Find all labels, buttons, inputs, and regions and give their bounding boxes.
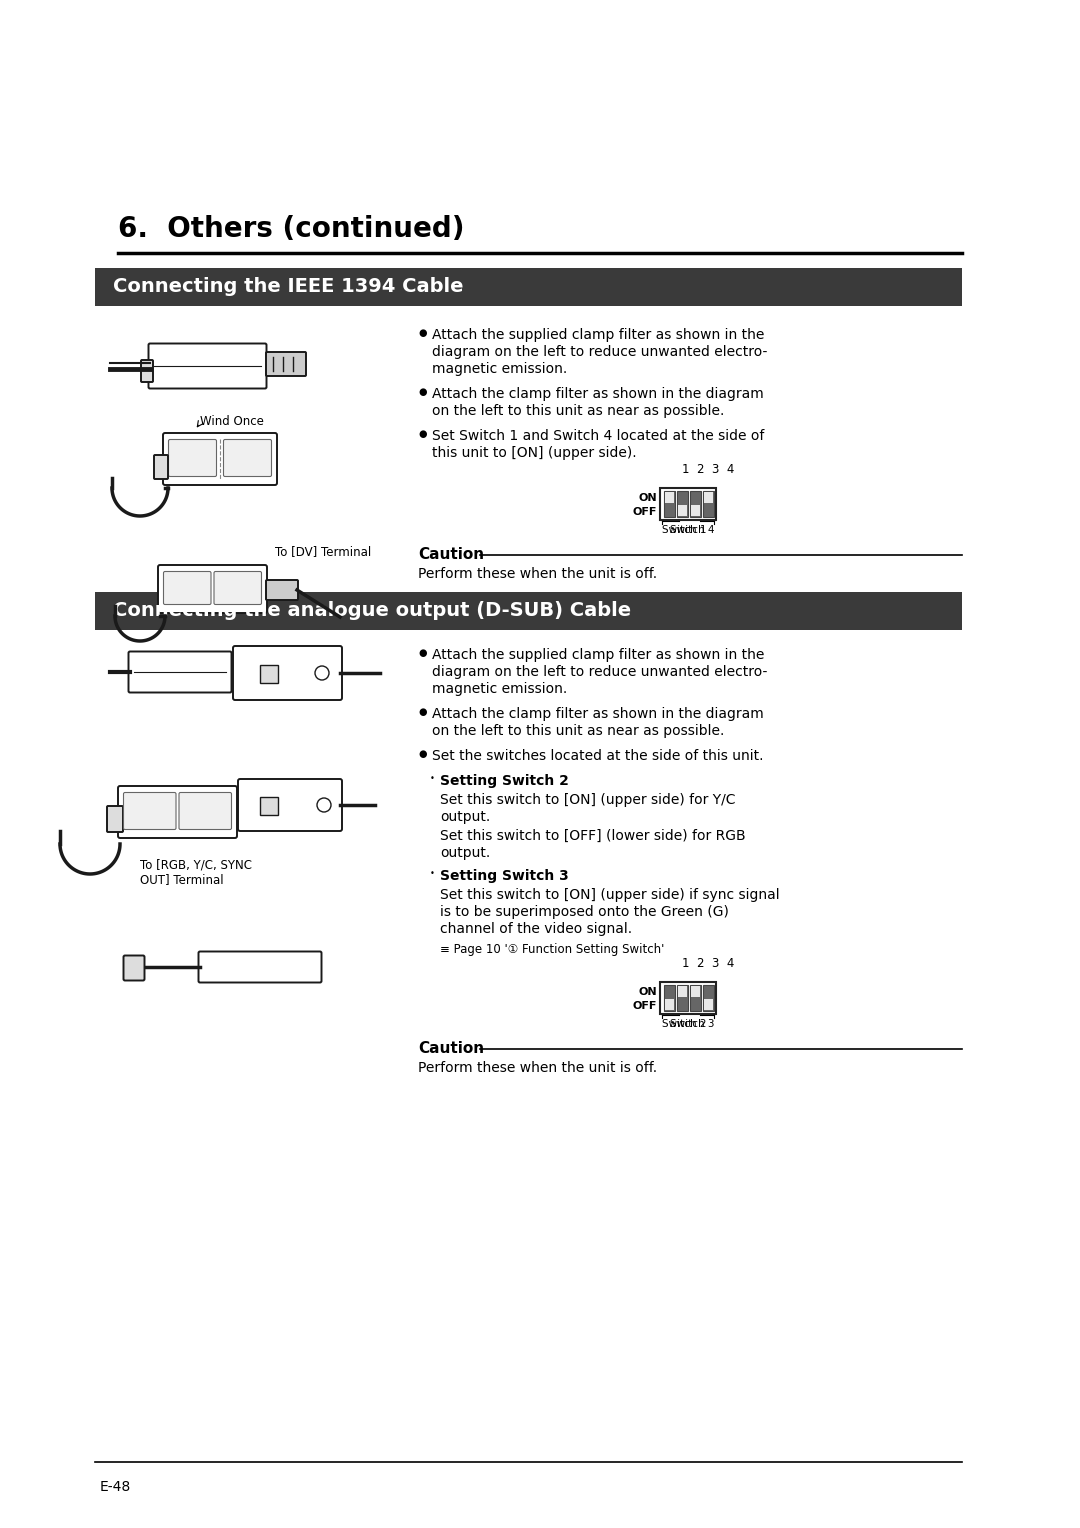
Bar <box>665 492 674 503</box>
FancyBboxPatch shape <box>154 455 168 478</box>
Text: Attach the supplied clamp filter as shown in the: Attach the supplied clamp filter as show… <box>432 648 765 662</box>
Text: Perform these when the unit is off.: Perform these when the unit is off. <box>418 567 657 581</box>
Text: diagram on the left to reduce unwanted electro-: diagram on the left to reduce unwanted e… <box>432 345 768 359</box>
Text: on the left to this unit as near as possible.: on the left to this unit as near as poss… <box>432 403 725 419</box>
Text: Caution: Caution <box>418 1041 484 1056</box>
Text: Switch 2: Switch 2 <box>662 1019 706 1028</box>
Circle shape <box>315 666 329 680</box>
Bar <box>95 267 962 306</box>
Bar <box>691 504 700 516</box>
Text: Switch 1: Switch 1 <box>662 526 706 535</box>
Text: ON: ON <box>638 494 657 503</box>
Text: ●: ● <box>418 387 427 397</box>
Text: Setting Switch 3: Setting Switch 3 <box>440 869 569 883</box>
Circle shape <box>318 798 330 811</box>
Bar <box>660 983 716 1015</box>
Bar <box>677 490 688 516</box>
FancyBboxPatch shape <box>123 955 145 981</box>
Text: Attach the clamp filter as shown in the diagram: Attach the clamp filter as shown in the … <box>432 387 764 400</box>
Text: ●: ● <box>418 329 427 338</box>
Bar <box>664 490 675 516</box>
Bar <box>665 999 674 1010</box>
Bar <box>660 487 716 520</box>
Text: Set this switch to [ON] (upper side) if sync signal: Set this switch to [ON] (upper side) if … <box>440 888 780 902</box>
Text: Wind Once: Wind Once <box>200 416 264 428</box>
FancyBboxPatch shape <box>238 779 342 831</box>
Text: 1  2  3  4: 1 2 3 4 <box>681 463 734 477</box>
FancyBboxPatch shape <box>149 344 267 388</box>
FancyBboxPatch shape <box>129 651 231 692</box>
Text: ON: ON <box>638 987 657 996</box>
Text: Switch 4: Switch 4 <box>670 526 714 535</box>
Text: diagram on the left to reduce unwanted electro-: diagram on the left to reduce unwanted e… <box>432 665 768 678</box>
Text: Attach the clamp filter as shown in the diagram: Attach the clamp filter as shown in the … <box>432 707 764 721</box>
Text: channel of the video signal.: channel of the video signal. <box>440 921 632 937</box>
Text: Connecting the analogue output (D-SUB) Cable: Connecting the analogue output (D-SUB) C… <box>113 602 631 620</box>
Text: To [RGB, Y/C, SYNC: To [RGB, Y/C, SYNC <box>140 859 252 872</box>
Bar <box>678 504 687 516</box>
Bar <box>678 986 687 996</box>
Text: 6.  Others (continued): 6. Others (continued) <box>118 215 464 243</box>
Text: output.: output. <box>440 847 490 860</box>
FancyBboxPatch shape <box>199 952 322 983</box>
FancyBboxPatch shape <box>118 785 237 837</box>
Text: Attach the supplied clamp filter as shown in the: Attach the supplied clamp filter as show… <box>432 329 765 342</box>
Text: ●: ● <box>418 648 427 659</box>
FancyBboxPatch shape <box>168 440 216 477</box>
FancyBboxPatch shape <box>214 571 261 605</box>
Bar <box>704 999 713 1010</box>
FancyBboxPatch shape <box>179 793 231 830</box>
FancyBboxPatch shape <box>266 581 298 601</box>
Text: Set Switch 1 and Switch 4 located at the side of: Set Switch 1 and Switch 4 located at the… <box>432 429 765 443</box>
Text: output.: output. <box>440 810 490 824</box>
FancyBboxPatch shape <box>158 565 267 613</box>
Text: ●: ● <box>418 707 427 717</box>
Text: magnetic emission.: magnetic emission. <box>432 681 567 695</box>
Text: Connecting the IEEE 1394 Cable: Connecting the IEEE 1394 Cable <box>113 278 463 296</box>
Text: on the left to this unit as near as possible.: on the left to this unit as near as poss… <box>432 724 725 738</box>
FancyBboxPatch shape <box>163 432 276 484</box>
FancyBboxPatch shape <box>163 571 211 605</box>
FancyBboxPatch shape <box>266 351 306 376</box>
Text: Switch 3: Switch 3 <box>670 1019 714 1028</box>
Bar <box>704 492 713 503</box>
Bar <box>703 490 714 516</box>
Text: this unit to [ON] (upper side).: this unit to [ON] (upper side). <box>432 446 636 460</box>
FancyBboxPatch shape <box>123 793 176 830</box>
FancyBboxPatch shape <box>141 361 153 382</box>
Text: ●: ● <box>418 749 427 759</box>
Text: is to be superimposed onto the Green (G): is to be superimposed onto the Green (G) <box>440 905 729 918</box>
Bar <box>690 490 701 516</box>
Text: Perform these when the unit is off.: Perform these when the unit is off. <box>418 1060 657 1076</box>
FancyBboxPatch shape <box>107 805 123 833</box>
FancyBboxPatch shape <box>224 440 271 477</box>
Text: •: • <box>430 775 435 782</box>
Text: To [DV] Terminal: To [DV] Terminal <box>275 545 372 558</box>
Text: 1  2  3  4: 1 2 3 4 <box>681 957 734 970</box>
Bar <box>260 665 278 683</box>
Bar <box>677 986 688 1012</box>
Text: ●: ● <box>418 429 427 439</box>
Text: OFF: OFF <box>633 507 657 516</box>
Text: OFF: OFF <box>633 1001 657 1012</box>
Bar <box>690 986 701 1012</box>
Bar <box>664 986 675 1012</box>
Text: ≡ Page 10 '① Function Setting Switch': ≡ Page 10 '① Function Setting Switch' <box>440 943 664 957</box>
Text: Set this switch to [OFF] (lower side) for RGB: Set this switch to [OFF] (lower side) fo… <box>440 830 745 843</box>
Text: E-48: E-48 <box>100 1481 132 1494</box>
Bar <box>703 986 714 1012</box>
Text: OUT] Terminal: OUT] Terminal <box>140 872 224 886</box>
FancyBboxPatch shape <box>233 646 342 700</box>
Text: •: • <box>430 869 435 879</box>
Text: Set the switches located at the side of this unit.: Set the switches located at the side of … <box>432 749 764 762</box>
Text: Caution: Caution <box>418 547 484 562</box>
Text: magnetic emission.: magnetic emission. <box>432 362 567 376</box>
Bar <box>95 591 962 630</box>
Text: Setting Switch 2: Setting Switch 2 <box>440 775 569 788</box>
Bar <box>691 986 700 996</box>
Bar <box>260 798 278 814</box>
Text: Set this switch to [ON] (upper side) for Y/C: Set this switch to [ON] (upper side) for… <box>440 793 735 807</box>
